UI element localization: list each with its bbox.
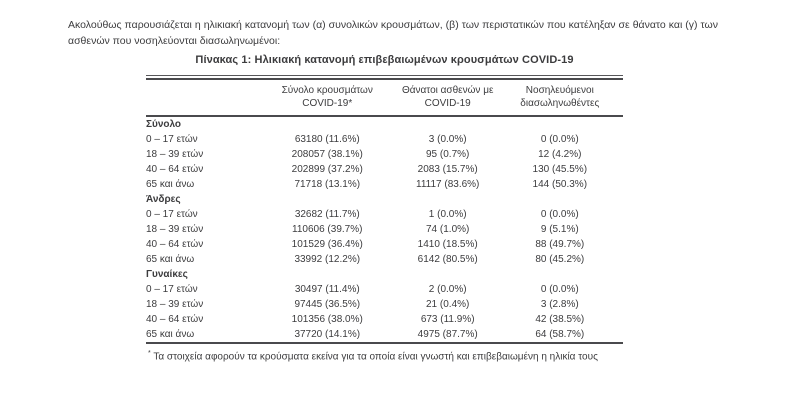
data-cell: 32682 (11.7%) xyxy=(294,209,360,220)
age-group-label: 0 – 17 ετών xyxy=(146,209,198,220)
data-cell: 64 (58.7%) xyxy=(535,329,585,340)
table-row: 65 και άνω 37720 (14.1%) 4975 (87.7%) 64 (5… xyxy=(146,327,623,343)
age-group-label: 40 – 64 ετών xyxy=(146,239,204,250)
column-header-intubated: Νοσηλευόμενοι διασωληνωθέντες xyxy=(496,79,623,117)
section-label: Άνδρες xyxy=(146,194,181,205)
column-header-empty xyxy=(146,79,256,117)
section-header-row: Γυναίκες xyxy=(146,267,623,282)
column-header-total-cases: Σύνολο κρουσμάτων COVID-19* xyxy=(255,79,399,117)
data-cell: 2 (0.0%) xyxy=(428,284,467,295)
section-header-row: Σύνολο xyxy=(146,116,623,132)
table-row: 18 – 39 ετών 208057 (38.1%) 95 (0.7%) 12 (4… xyxy=(146,147,623,162)
age-group-label: 0 – 17 ετών xyxy=(146,134,198,145)
table-title: Πίνακας 1: Ηλικιακή κατανομή επιβεβαιωμέ… xyxy=(195,54,574,66)
data-cell: 6142 (80.5%) xyxy=(417,254,478,265)
column-header-line: COVID-19* xyxy=(302,98,353,109)
age-group-label: 65 και άνω xyxy=(146,329,195,340)
column-header-line: διασωληνωθέντες xyxy=(520,98,600,109)
data-cell: 0 (0.0%) xyxy=(540,134,579,145)
age-group-label: 18 – 39 ετών xyxy=(146,149,204,160)
data-cell: 80 (45.2%) xyxy=(535,254,585,265)
data-cell: 63180 (11.6%) xyxy=(294,134,360,145)
data-cell: 30497 (11.4%) xyxy=(294,284,360,295)
data-cell: 42 (38.5%) xyxy=(535,314,585,325)
data-cell: 0 (0.0%) xyxy=(540,209,579,220)
table-section: Πίνακας 1: Ηλικιακή κατανομή επιβεβαιωμέ… xyxy=(146,53,623,344)
section-label: Γυναίκες xyxy=(146,269,188,280)
data-cell: 0 (0.0%) xyxy=(540,284,579,295)
age-group-label: 65 και άνω xyxy=(146,179,195,190)
data-cell: 1 (0.0%) xyxy=(428,209,467,220)
table-row: 0 – 17 ετών 30497 (11.4%) 2 (0.0%) 0 (0.0%) xyxy=(146,282,623,297)
data-cell: 21 (0.4%) xyxy=(426,299,470,310)
footnote-asterisk: * xyxy=(148,350,151,357)
data-cell: 97445 (36.5%) xyxy=(294,299,361,310)
table-row: 18 – 39 ετών 110606 (39.7%) 74 (1.0%) 9 (5.… xyxy=(146,222,623,237)
covid-age-table: Σύνολο κρουσμάτων COVID-19* Θάνατοι ασθε… xyxy=(146,78,623,344)
intro-paragraph: Ακολούθως παρουσιάζεται η ηλικιακή καταν… xyxy=(68,18,718,47)
data-cell: 130 (45.5%) xyxy=(532,164,588,175)
data-cell: 673 (11.9%) xyxy=(420,314,475,325)
table-row: 40 – 64 ετών 101529 (36.4%) 1410 (18.5%) 88… xyxy=(146,237,623,252)
data-cell: 144 (50.3%) xyxy=(532,179,588,190)
table-header: Σύνολο κρουσμάτων COVID-19* Θάνατοι ασθε… xyxy=(146,79,623,117)
table-row: 40 – 64 ετών 101356 (38.0%) 673 (11.9%) 42 … xyxy=(146,312,623,327)
column-header-line: Θάνατοι ασθενών με xyxy=(401,85,494,96)
data-cell: 208057 (38.1%) xyxy=(291,149,363,160)
table-row: 0 – 17 ετών 63180 (11.6%) 3 (0.0%) 0 (0.0%) xyxy=(146,132,623,147)
data-cell: 33992 (12.2%) xyxy=(294,254,361,265)
data-cell: 101356 (38.0%) xyxy=(291,314,363,325)
data-cell: 2083 (15.7%) xyxy=(417,164,478,175)
footnote-text: Τα στοιχεία αφορούν τα κρούσματα εκείνα … xyxy=(153,351,598,363)
data-cell: 88 (49.7%) xyxy=(535,239,585,250)
table-footnote: * Τα στοιχεία αφορούν τα κρούσματα εκείν… xyxy=(148,347,653,363)
data-cell: 74 (1.0%) xyxy=(426,224,470,235)
data-cell: 71718 (13.1%) xyxy=(294,179,361,190)
age-group-label: 40 – 64 ετών xyxy=(146,164,204,175)
covid-age-table-wrapper: Σύνολο κρουσμάτων COVID-19* Θάνατοι ασθε… xyxy=(146,75,623,344)
data-cell: 3 (2.8%) xyxy=(540,299,579,310)
column-header-line: COVID-19 xyxy=(424,98,471,109)
table-row: 18 – 39 ετών 97445 (36.5%) 21 (0.4%) 3 (2.8… xyxy=(146,297,623,312)
data-cell: 37720 (14.1%) xyxy=(294,329,361,340)
data-cell: 110606 (39.7%) xyxy=(292,224,363,235)
column-header-deaths: Θάνατοι ασθενών με COVID-19 xyxy=(398,79,497,117)
data-cell: 95 (0.7%) xyxy=(426,149,470,160)
age-group-label: 40 – 64 ετών xyxy=(146,314,204,325)
data-cell: 9 (5.1%) xyxy=(540,224,579,235)
table-body: Σύνολο 0 – 17 ετών 63180 (11.6%) 3 (0.0%) 0 … xyxy=(146,116,623,343)
data-cell: 101529 (36.4%) xyxy=(291,239,363,250)
data-cell: 3 (0.0%) xyxy=(428,134,467,145)
column-header-line: Σύνολο κρουσμάτων xyxy=(281,85,373,96)
section-label: Σύνολο xyxy=(146,119,182,130)
age-group-label: 18 – 39 ετών xyxy=(146,299,204,310)
data-cell: 11117 (83.6%) xyxy=(416,179,480,190)
section-header-row: Άνδρες xyxy=(146,192,623,207)
age-group-label: 18 – 39 ετών xyxy=(146,224,204,235)
data-cell: 1410 (18.5%) xyxy=(417,239,478,250)
table-row: 40 – 64 ετών 202899 (37.2%) 2083 (15.7%) 13… xyxy=(146,162,623,177)
age-group-label: 0 – 17 ετών xyxy=(146,284,198,295)
data-cell: 4975 (87.7%) xyxy=(417,329,478,340)
table-row: 65 και άνω 33992 (12.2%) 6142 (80.5%) 80 (4… xyxy=(146,252,623,267)
data-cell: 12 (4.2%) xyxy=(538,149,582,160)
table-row: 0 – 17 ετών 32682 (11.7%) 1 (0.0%) 0 (0.0%) xyxy=(146,207,623,222)
column-header-line: Νοσηλευόμενοι xyxy=(525,85,594,96)
table-row: 65 και άνω 71718 (13.1%) 11117 (83.6%) 144 … xyxy=(146,177,623,192)
data-cell: 202899 (37.2%) xyxy=(291,164,363,175)
age-group-label: 65 και άνω xyxy=(146,254,195,265)
table-header-row: Σύνολο κρουσμάτων COVID-19* Θάνατοι ασθε… xyxy=(146,79,623,117)
